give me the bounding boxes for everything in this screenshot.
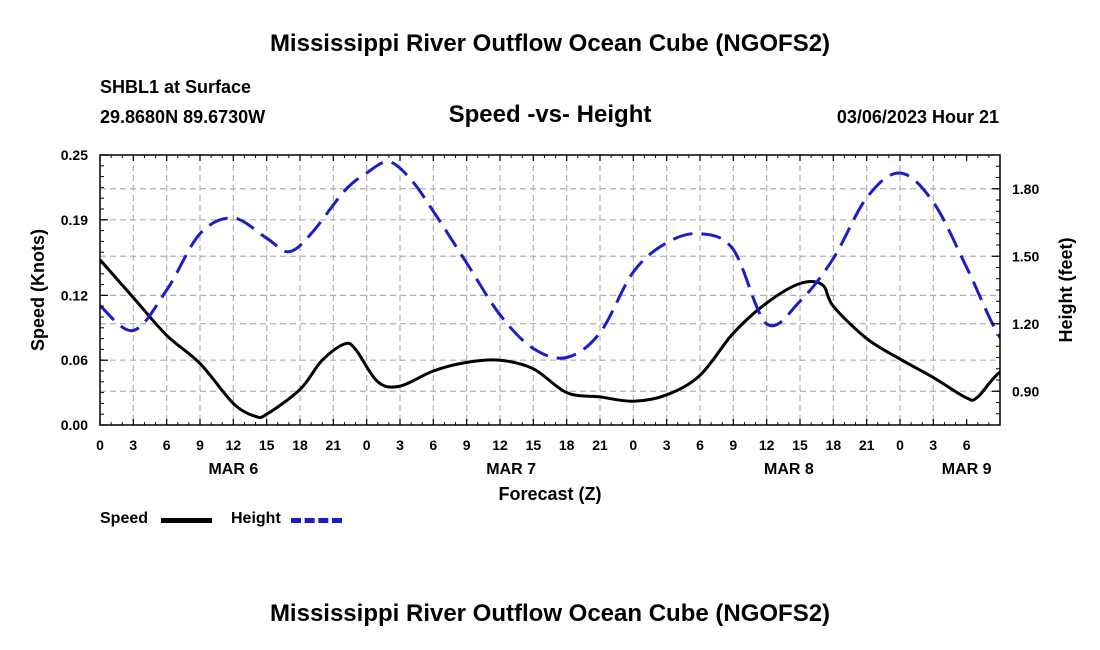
x-tick-label: 12 — [226, 437, 242, 453]
x-tick-label: 6 — [163, 437, 171, 453]
x-tick-label: 15 — [259, 437, 275, 453]
y-right-tick-label: 1.20 — [1012, 316, 1039, 332]
legend-speed-swatch — [161, 518, 212, 523]
x-tick-label: 0 — [896, 437, 904, 453]
chart-grid — [100, 155, 1000, 425]
plot-frame — [99, 154, 1001, 426]
y-left-tick-label: 0.00 — [61, 417, 88, 433]
x-tick-label: 21 — [859, 437, 875, 453]
x-tick-label: 0 — [96, 437, 104, 453]
x-tick-label: 6 — [696, 437, 704, 453]
y-left-tick-label: 0.06 — [61, 352, 88, 368]
x-axis-title: Forecast (Z) — [498, 484, 601, 504]
x-tick-label: 9 — [463, 437, 471, 453]
y-right-axis-title: Height (feet) — [1056, 238, 1076, 343]
y-right-tick-label: 1.50 — [1012, 248, 1039, 264]
x-tick-label: 12 — [492, 437, 508, 453]
x-tick-label: 6 — [429, 437, 437, 453]
x-day-label: MAR 6 — [208, 461, 258, 478]
x-tick-label: 15 — [526, 437, 542, 453]
legend-height-swatch — [291, 518, 342, 523]
x-tick-label: 15 — [792, 437, 808, 453]
x-tick-label: 0 — [629, 437, 637, 453]
x-day-label: MAR 7 — [486, 461, 536, 478]
x-day-label: MAR 8 — [764, 461, 814, 478]
y-left-tick-label: 0.25 — [61, 147, 88, 163]
legend-height-label: Height — [231, 510, 281, 527]
chart-title: Mississippi River Outflow Ocean Cube (NG… — [269, 30, 831, 57]
x-tick-label: 6 — [963, 437, 971, 453]
y-left-axis-title: Speed (Knots) — [28, 229, 48, 351]
series-line-height — [100, 160, 1000, 360]
x-tick-label: 18 — [559, 437, 575, 453]
x-tick-label: 9 — [196, 437, 204, 453]
repeated-chart-title: Mississippi River Outflow Ocean Cube (NG… — [269, 600, 831, 627]
chart-axes: 0 3 6 9 12 15 18 21 0 3 6 9 12 15 18 21 0 3 6 9 12 15 18 21 0 3 6 M… — [28, 147, 1076, 504]
x-tick-label: 21 — [326, 437, 342, 453]
x-tick-label: 21 — [592, 437, 608, 453]
x-tick-label: 3 — [129, 437, 137, 453]
y-left-tick-label: 0.19 — [61, 212, 88, 228]
coordinates-label: 29.8680N 89.6730W — [100, 107, 266, 127]
y-left-tick-label: 0.12 — [61, 287, 88, 303]
chart-subtitle: Speed -vs- Height — [448, 101, 652, 128]
y-right-tick-label: 1.80 — [1012, 181, 1039, 197]
station-label: SHBL1 at Surface — [100, 77, 252, 97]
legend-speed-label: Speed — [100, 510, 149, 527]
x-tick-label: 0 — [363, 437, 371, 453]
y-right-tick-label: 0.90 — [1012, 383, 1039, 399]
series-line-speed — [100, 258, 1000, 420]
x-tick-label: 3 — [929, 437, 937, 453]
x-tick-label: 18 — [826, 437, 842, 453]
forecast-datetime: 03/06/2023 Hour 21 — [836, 107, 999, 127]
x-tick-label: 3 — [663, 437, 671, 453]
x-tick-label: 12 — [759, 437, 775, 453]
x-tick-label: 18 — [292, 437, 308, 453]
x-tick-label: 3 — [396, 437, 404, 453]
x-day-label: MAR 9 — [942, 461, 992, 478]
chart-series — [100, 160, 1000, 420]
x-tick-label: 9 — [729, 437, 737, 453]
